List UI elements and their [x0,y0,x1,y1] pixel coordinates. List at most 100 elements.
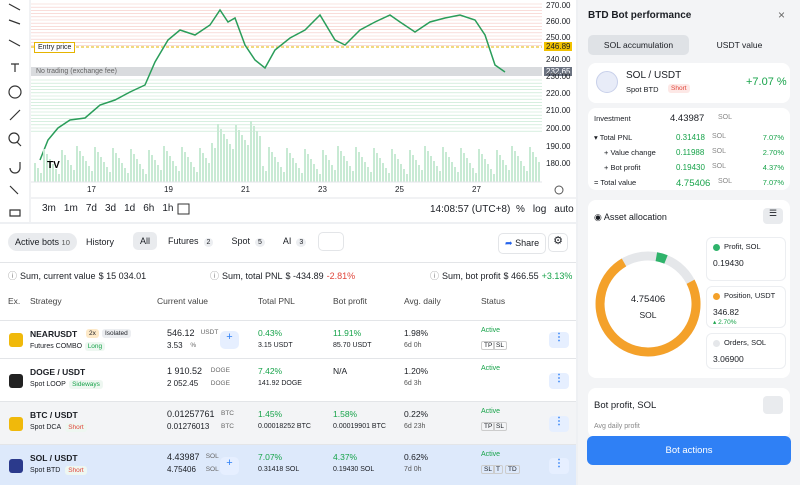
timeframe[interactable]: 3m [42,203,56,214]
volume-bar [199,148,201,182]
scale-option[interactable]: auto [554,204,574,215]
pnl: 1.45% [258,409,283,419]
summary-change: +3.13% [541,271,573,281]
volume-bar [127,173,129,182]
bot-row[interactable]: NEARUSDT 2x Isolated Futures COMBO Long 546.1… [0,320,576,358]
legend-card: Orders, SOL 3.06900 [706,333,786,369]
volume-bar [220,129,222,182]
timeframe[interactable]: 1d [124,203,136,214]
menu-button[interactable]: ⋮ [549,457,569,474]
timeframe[interactable]: 6h [143,203,155,214]
volume-bar [262,166,264,182]
scale-option[interactable]: % [516,204,525,215]
allocation-title: ◉ Asset allocation [594,212,667,222]
flag: SL [493,341,507,350]
filter-label: Spot [231,236,250,246]
close-button[interactable]: × [778,8,786,22]
menu-button[interactable]: ⋮ [549,415,569,432]
status: Active [481,327,501,334]
filter[interactable]: AI 3 [276,232,313,250]
volume-bar [226,139,228,182]
price-label: 230.00 [546,72,571,81]
flag: TP [481,341,496,350]
volume-bar [463,153,465,182]
filter-settings[interactable] [318,232,344,251]
volume-bar [286,148,288,182]
volume-bar [427,151,429,182]
menu-button[interactable]: ⋮ [549,332,569,348]
settings-button[interactable]: ⚙ [548,233,568,252]
share-button[interactable]: ➦ Share [498,233,547,254]
settings-icon[interactable] [554,185,564,195]
current-unit: SOL [205,466,219,473]
volume-bar [499,155,501,182]
entry-label: Entry price [34,42,76,53]
chart-toggle[interactable] [763,396,783,414]
metric-label-text: Total PNL [599,133,633,142]
current-unit: SOL [205,453,219,460]
tab-count: 10 [61,238,70,247]
timeframe[interactable]: 1m [63,203,78,214]
filter[interactable]: Futures 2 [161,232,220,250]
active-tab[interactable]: Active bots 10 [8,233,77,251]
volume-bar [43,149,45,182]
daily: 0.62% [404,452,429,462]
legend-change-text: 2.70% [718,319,737,326]
volume-bar [103,162,105,182]
age: 6d 23h [404,423,426,430]
strategy: Spot BTD [626,85,659,94]
volume-bar [352,171,354,182]
no-trading-label: No trading (exchange fee) [36,68,117,75]
age: 7d 0h [404,466,422,473]
info-icon: ⓘ [430,271,440,281]
bot-row[interactable]: DOGE / USDT Spot LOOP Sideways 1 910.52 DOGE… [0,358,576,401]
volume-bar [385,168,387,182]
volume-bar [508,170,510,182]
volume-bar [391,149,393,182]
volume-bar [523,166,525,182]
tab[interactable]: USDT value [716,40,763,50]
timeframe[interactable]: 3d [104,203,117,214]
strategy: Spot BTD [30,467,61,474]
volume-bar [229,144,231,182]
column-header: Total PNL [258,296,295,306]
volume-bar [214,148,216,182]
flag: SL [481,465,495,474]
pair: NEARUSDT [30,329,78,339]
add-button[interactable]: + [220,456,239,475]
volume-bar [106,167,108,182]
age: 6d 0h [404,342,422,349]
volume-bar [160,170,162,182]
filter[interactable]: Spot 5 [224,232,271,250]
add-button[interactable] [220,372,239,390]
add-button[interactable]: + [220,331,239,349]
bot-actions-button[interactable]: Bot actions [587,436,791,465]
volume-bar [124,168,126,182]
bot-row[interactable]: SOL / USDT Spot BTD Short 4.43987 SOL 4.75406… [0,444,576,485]
metric-label-text: Total value [600,178,637,187]
strategy-tag: Sideways [69,380,103,389]
tab[interactable]: SOL accumulation [588,35,689,55]
calendar-icon[interactable] [177,203,190,215]
volume-bar [274,157,276,182]
price-chart: TV [0,0,576,222]
strategy: Spot LOOP [30,381,66,388]
filter[interactable]: All [133,232,158,250]
legend-change: ▴ 2.70% [713,318,737,326]
volume-bar [193,167,195,182]
view-toggle[interactable]: ☰ [763,208,783,224]
add-button[interactable] [220,415,239,433]
timeframe[interactable]: 7d [85,203,97,214]
menu-button[interactable]: ⋮ [549,372,569,389]
volume-bar [346,161,348,182]
history-tab[interactable]: History [86,237,115,247]
bots-panel: Active bots 10 History All Futures 2 Spot 5 A… [0,224,576,485]
daily: 0.22% [404,409,429,419]
volume-bar [478,149,480,182]
scale-option[interactable]: log [532,204,547,215]
legend-value: 0.19430 [713,258,744,268]
bot-row[interactable]: BTC / USDT Spot DCA Short 0.01257761 BTC 0.01… [0,401,576,444]
volume-bar [349,166,351,182]
timeframe[interactable]: 1h [162,203,174,214]
summary-value: $ -434.89 [285,271,324,281]
